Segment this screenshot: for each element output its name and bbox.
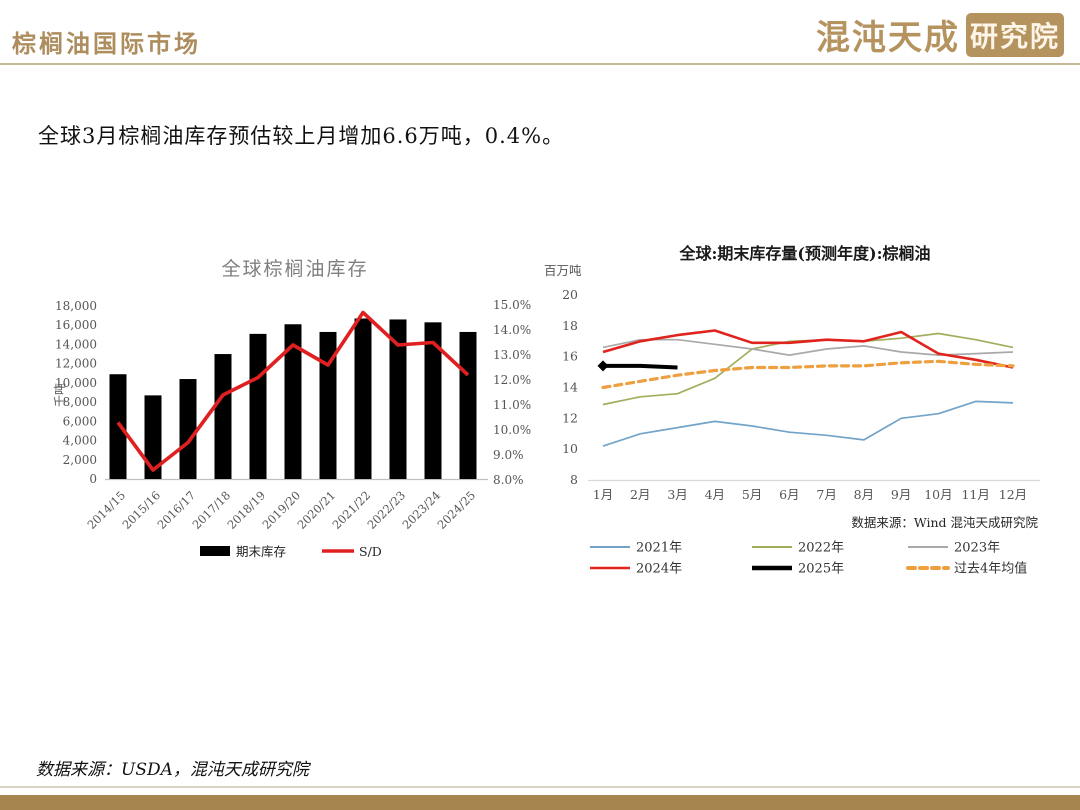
y-tick-label: 14 bbox=[562, 380, 578, 395]
legend-label-2024年: 2024年 bbox=[636, 562, 682, 577]
bar-2018/19 bbox=[249, 333, 267, 479]
x-tick-label: 8月 bbox=[854, 487, 874, 502]
legend-label-过去4年均值: 过去4年均值 bbox=[954, 561, 1027, 577]
right-axis-tick: 11.0% bbox=[493, 398, 531, 412]
series-line-2022年 bbox=[602, 332, 1014, 406]
right-axis-tick: 10.0% bbox=[493, 423, 531, 437]
sd-line bbox=[116, 310, 470, 472]
x-tick-label: 12月 bbox=[999, 487, 1027, 502]
y-tick-label: 12 bbox=[562, 410, 578, 425]
left-axis-tick: 14,000 bbox=[55, 337, 97, 351]
page-title: 棕榈油国际市场 bbox=[12, 29, 201, 58]
left-chart-title: 全球棕榈油库存 bbox=[221, 258, 368, 280]
x-tick-label: 6月 bbox=[779, 487, 799, 502]
bar-2023/24 bbox=[424, 322, 442, 479]
right-axis-tick: 13.0% bbox=[493, 348, 531, 362]
bar-chart-global-palm-oil-stock: 全球棕榈油库存 18,000 16,000 14,000 12,000 10,000 8,0… bbox=[30, 250, 560, 575]
right-axis-tick: 8.0% bbox=[493, 473, 524, 487]
x-tick-label: 11月 bbox=[961, 487, 989, 502]
bar-2014/15 bbox=[109, 374, 127, 479]
series-line-过去4年均值 bbox=[601, 359, 1015, 390]
series-line-2024年 bbox=[602, 329, 1014, 369]
left-axis-tick: 12,000 bbox=[55, 357, 97, 371]
left-axis-tick: 0 bbox=[89, 472, 97, 486]
brand-logo: 混沌天成 研究院 bbox=[816, 10, 1064, 59]
right-axis-tick: 12.0% bbox=[493, 373, 531, 387]
bar-2022/23 bbox=[389, 319, 407, 479]
series-line-2025年 bbox=[603, 363, 678, 370]
y-tick-label: 16 bbox=[562, 349, 578, 364]
brand-logo-badge: 研究院 bbox=[965, 12, 1064, 57]
left-axis-tick: 10,000 bbox=[55, 376, 97, 390]
y-tick-label: 18 bbox=[562, 318, 578, 333]
bottom-accent-bar bbox=[0, 795, 1080, 810]
summary-text: 全球3月棕榈油库存预估较上月增加6.6万吨，0.4%。 bbox=[38, 124, 565, 148]
footer-source-text: 数据来源：USDA，混沌天成研究院 bbox=[36, 760, 309, 780]
x-tick-label: 2024/25 bbox=[434, 488, 478, 532]
series-marker-2025年 bbox=[597, 360, 609, 372]
x-tick-label: 10月 bbox=[924, 487, 952, 502]
footer-divider bbox=[0, 786, 1080, 788]
y-tick-label: 10 bbox=[562, 441, 578, 456]
x-tick-label: 7月 bbox=[816, 487, 836, 502]
x-tick-label: 4月 bbox=[705, 487, 725, 502]
bar-2020/21 bbox=[319, 331, 337, 479]
left-axis-tick: 4,000 bbox=[63, 434, 97, 448]
brand-logo-text: 混沌天成 bbox=[815, 18, 960, 58]
legend-label-2023年: 2023年 bbox=[954, 541, 1000, 556]
line-chart-monthly-ending-stocks: 全球:期末库存量(预测年度):棕榈油百万吨 20 18 16 14 12 10 8 1月 2月 3月… bbox=[540, 243, 1080, 588]
header-band: 棕榈油国际市场 混沌天成 研究院 bbox=[0, 0, 1080, 65]
x-tick-label: 2月 bbox=[630, 487, 650, 502]
legend-label-2021年: 2021年 bbox=[636, 541, 682, 556]
x-tick-label: 3月 bbox=[667, 487, 687, 502]
right-chart-source: 数据来源：Wind 混沌天成研究院 bbox=[851, 515, 1038, 530]
legend-label-2022年: 2022年 bbox=[798, 541, 844, 556]
left-axis-tick: 18,000 bbox=[55, 299, 97, 313]
bar-2021/22 bbox=[354, 318, 372, 479]
legend-label-2025年: 2025年 bbox=[798, 562, 844, 577]
y-tick-label: 20 bbox=[562, 287, 578, 302]
right-axis-tick: 15.0% bbox=[493, 298, 531, 312]
left-axis-tick: 2,000 bbox=[63, 453, 97, 467]
y-tick-label: 8 bbox=[570, 472, 578, 487]
bar-2016/17 bbox=[179, 379, 197, 479]
left-axis-tick: 8,000 bbox=[63, 395, 97, 409]
right-axis-tick: 14.0% bbox=[493, 323, 531, 337]
legend-swatch-bars bbox=[200, 546, 230, 556]
bar-2017/18 bbox=[214, 354, 232, 479]
bar-2024/25 bbox=[459, 331, 477, 479]
series-line-2021年 bbox=[602, 400, 1014, 447]
right-axis-tick: 9.0% bbox=[493, 448, 524, 462]
left-axis-tick: 6,000 bbox=[63, 414, 97, 428]
bar-2015/16 bbox=[144, 395, 162, 479]
x-tick-label: 9月 bbox=[891, 487, 911, 502]
left-chart-svg: 全球棕榈油库存 18,000 16,000 14,000 12,000 10,000 8,0… bbox=[53, 258, 531, 559]
x-tick-label: 1月 bbox=[593, 487, 613, 502]
right-chart-unit: 百万吨 bbox=[544, 263, 582, 278]
right-chart-title: 全球:期末库存量(预测年度):棕榈油 bbox=[679, 244, 931, 263]
left-axis-tick: 16,000 bbox=[55, 318, 97, 332]
left-axis-title: 千吨 bbox=[53, 383, 67, 407]
bar-2019/20 bbox=[284, 324, 302, 479]
x-tick-label: 5月 bbox=[742, 487, 762, 502]
legend-label-sd: S/D bbox=[359, 544, 382, 559]
legend-label-bars: 期末库存 bbox=[236, 544, 286, 559]
